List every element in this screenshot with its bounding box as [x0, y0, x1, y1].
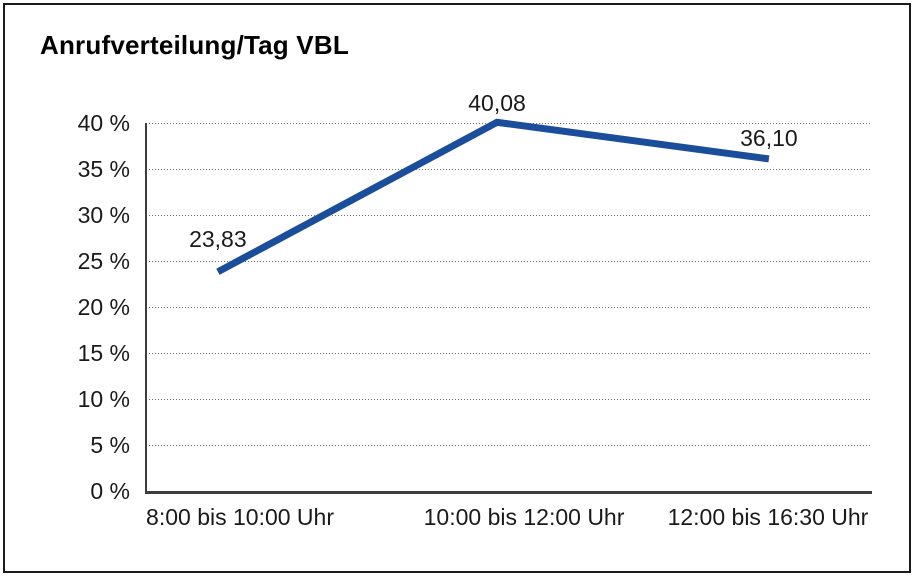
gridline — [146, 445, 872, 446]
line-series — [216, 118, 770, 275]
y-tick-label: 25 % — [77, 248, 130, 274]
y-tick-label: 15 % — [77, 340, 130, 366]
gridline — [146, 169, 872, 170]
x-tick-label: 12:00 bis 16:30 Uhr — [667, 504, 869, 530]
y-tick-label: 30 % — [77, 202, 130, 228]
x-tick-label: 10:00 bis 12:00 Uhr — [423, 504, 625, 530]
y-axis-line — [145, 123, 147, 494]
y-tick-label: 40 % — [77, 110, 130, 136]
data-point-label: 36,10 — [740, 124, 798, 151]
y-tick-label: 5 % — [90, 432, 130, 458]
plot-area — [146, 118, 872, 491]
y-tick-label: 20 % — [77, 294, 130, 320]
data-point-label: 40,08 — [468, 90, 526, 117]
series-line — [216, 118, 770, 275]
gridline — [146, 353, 872, 354]
gridline — [146, 261, 872, 262]
y-tick-label: 10 % — [77, 386, 130, 412]
y-tick-label: 35 % — [77, 156, 130, 182]
data-point-label: 23,83 — [189, 225, 247, 252]
chart-title: Anrufverteilung/Tag VBL — [40, 30, 349, 60]
gridline — [146, 399, 872, 400]
x-axis-line — [145, 491, 872, 494]
y-tick-label: 0 % — [90, 478, 130, 504]
gridline — [146, 215, 872, 216]
x-tick-label: 8:00 bis 10:00 Uhr — [146, 504, 334, 530]
gridline — [146, 307, 872, 308]
